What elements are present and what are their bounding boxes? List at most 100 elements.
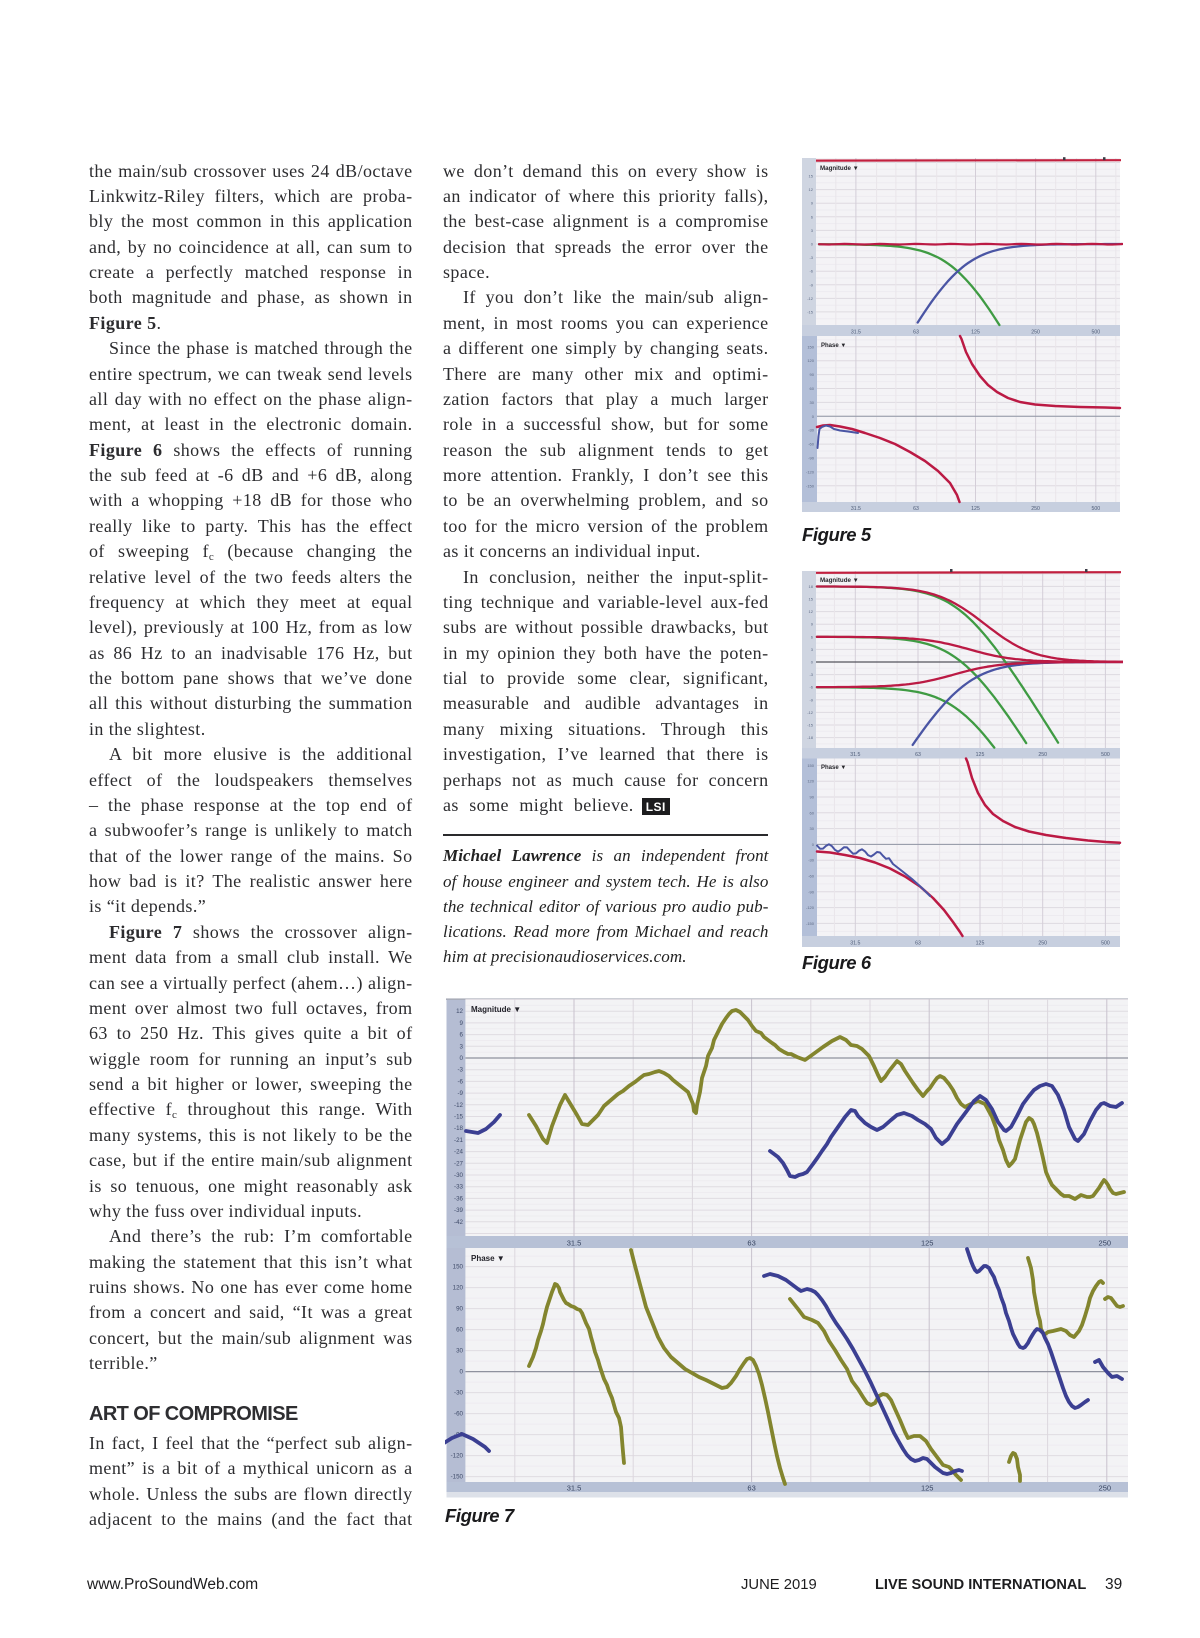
svg-text:-15: -15 [454, 1114, 464, 1121]
svg-text:125: 125 [976, 752, 985, 758]
svg-text:0: 0 [811, 242, 814, 247]
svg-text:12: 12 [456, 1008, 463, 1015]
svg-text:-33: -33 [454, 1184, 464, 1191]
svg-text:30: 30 [456, 1348, 463, 1355]
svg-text:0: 0 [460, 1369, 464, 1376]
svg-text:63: 63 [915, 941, 921, 947]
svg-text:-12: -12 [807, 296, 814, 301]
svg-text:9: 9 [811, 201, 814, 206]
svg-text:6: 6 [811, 214, 814, 219]
svg-text:15: 15 [809, 597, 814, 602]
svg-text:250: 250 [1099, 1483, 1112, 1492]
svg-text:90: 90 [456, 1306, 463, 1313]
svg-text:Magnitude ▼: Magnitude ▼ [820, 165, 859, 172]
svg-text:90: 90 [810, 795, 815, 800]
svg-text:60: 60 [810, 810, 815, 815]
svg-text:60: 60 [810, 386, 815, 391]
svg-text:500: 500 [1091, 330, 1100, 336]
svg-text:150: 150 [807, 763, 814, 768]
svg-text:120: 120 [807, 779, 814, 784]
svg-text:-120: -120 [806, 469, 815, 474]
svg-text:31.5: 31.5 [851, 330, 861, 336]
svg-text:250: 250 [1031, 330, 1040, 336]
svg-text:-150: -150 [806, 921, 815, 926]
svg-text:-12: -12 [454, 1102, 464, 1109]
svg-text:150: 150 [807, 344, 814, 349]
svg-text:-18: -18 [454, 1125, 464, 1132]
svg-text:-6: -6 [809, 685, 813, 690]
svg-text:3: 3 [460, 1043, 464, 1050]
svg-text:-27: -27 [454, 1160, 464, 1167]
svg-text:15: 15 [809, 174, 814, 179]
svg-text:-3: -3 [809, 255, 813, 260]
svg-text:6: 6 [811, 634, 814, 639]
svg-text:-60: -60 [808, 442, 815, 447]
svg-text:-120: -120 [451, 1453, 464, 1460]
svg-text:18: 18 [809, 584, 814, 589]
svg-text:120: 120 [807, 358, 814, 363]
svg-text:-30: -30 [808, 428, 815, 433]
svg-text:3: 3 [811, 228, 814, 233]
svg-text:-3: -3 [809, 672, 813, 677]
svg-text:9: 9 [460, 1020, 464, 1027]
svg-text:63: 63 [915, 752, 921, 758]
svg-text:-30: -30 [808, 858, 815, 863]
svg-text:-9: -9 [809, 282, 813, 287]
svg-text:-39: -39 [454, 1207, 464, 1214]
svg-text:-24: -24 [454, 1149, 464, 1156]
svg-text:500: 500 [1101, 941, 1110, 947]
svg-text:-15: -15 [807, 309, 814, 314]
svg-text:30: 30 [810, 400, 815, 405]
svg-text:60: 60 [456, 1327, 463, 1334]
svg-text:Magnitude ▼: Magnitude ▼ [820, 577, 859, 584]
svg-text:-60: -60 [808, 874, 815, 879]
svg-text:0: 0 [460, 1055, 464, 1062]
svg-text:-12: -12 [807, 710, 814, 715]
svg-text:63: 63 [913, 506, 919, 512]
svg-text:63: 63 [747, 1483, 755, 1492]
svg-text:Phase ▼: Phase ▼ [821, 765, 846, 771]
svg-text:31.5: 31.5 [567, 1483, 582, 1492]
svg-text:125: 125 [921, 1239, 934, 1248]
svg-text:500: 500 [1101, 752, 1110, 758]
svg-text:9: 9 [811, 622, 814, 627]
svg-text:250: 250 [1038, 752, 1047, 758]
svg-text:-150: -150 [451, 1474, 464, 1481]
svg-text:250: 250 [1031, 506, 1040, 512]
svg-text:-60: -60 [454, 1411, 464, 1418]
svg-text:3: 3 [811, 647, 814, 652]
svg-text:250: 250 [1038, 941, 1047, 947]
svg-text:31.5: 31.5 [851, 506, 861, 512]
svg-text:-9: -9 [809, 697, 813, 702]
svg-text:-36: -36 [454, 1195, 464, 1202]
svg-text:-21: -21 [454, 1137, 464, 1144]
svg-text:31.5: 31.5 [567, 1239, 582, 1248]
svg-text:-6: -6 [809, 269, 813, 274]
svg-text:-6: -6 [457, 1078, 463, 1085]
svg-text:Magnitude ▼: Magnitude ▼ [471, 1005, 521, 1014]
svg-text:-30: -30 [454, 1390, 464, 1397]
svg-text:-90: -90 [808, 456, 815, 461]
svg-text:-42: -42 [454, 1219, 464, 1226]
svg-text:31.5: 31.5 [850, 941, 860, 947]
svg-text:6: 6 [460, 1032, 464, 1039]
svg-text:63: 63 [913, 330, 919, 336]
svg-text:0: 0 [811, 660, 814, 665]
svg-text:125: 125 [971, 330, 980, 336]
svg-text:150: 150 [453, 1264, 464, 1271]
svg-text:31.5: 31.5 [850, 752, 860, 758]
svg-text:-120: -120 [806, 905, 815, 910]
svg-text:0: 0 [812, 414, 815, 419]
svg-text:30: 30 [810, 826, 815, 831]
svg-text:-150: -150 [806, 483, 815, 488]
svg-text:125: 125 [971, 506, 980, 512]
svg-text:-30: -30 [454, 1172, 464, 1179]
svg-text:-9: -9 [457, 1090, 463, 1097]
svg-text:125: 125 [976, 941, 985, 947]
svg-text:-3: -3 [457, 1067, 463, 1074]
svg-text:125: 125 [921, 1483, 934, 1492]
svg-text:Phase ▼: Phase ▼ [821, 343, 846, 349]
svg-text:500: 500 [1091, 506, 1100, 512]
svg-text:120: 120 [453, 1285, 464, 1292]
svg-text:0: 0 [812, 842, 815, 847]
